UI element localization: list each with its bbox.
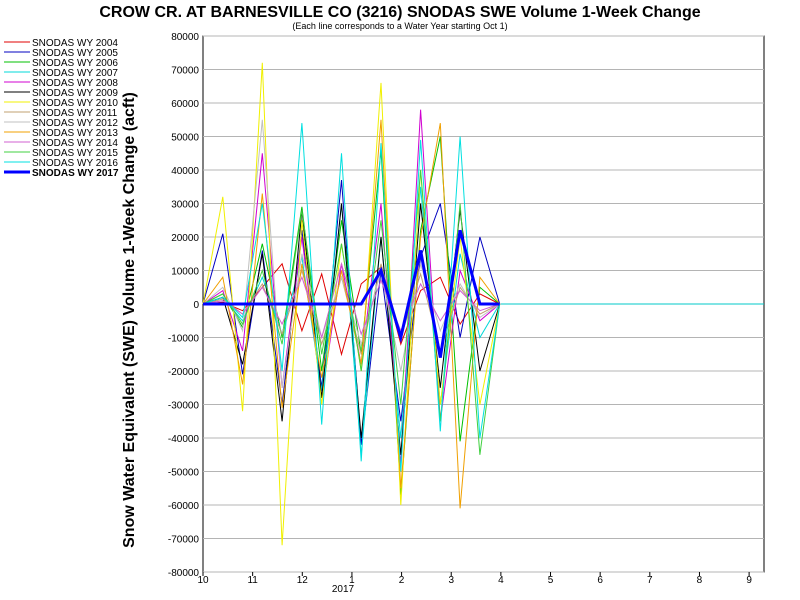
legend-label: SNODAS WY 2008 [32,78,118,89]
legend-label: SNODAS WY 2010 [32,98,118,109]
x-tick-label: 4 [498,575,504,586]
legend-label: SNODAS WY 2006 [32,58,118,69]
y-tick-label: -30000 [168,401,200,412]
x-tick-label: 6 [597,575,603,586]
legend-label: SNODAS WY 2015 [32,148,118,159]
y-tick-label: 70000 [171,66,199,77]
y-tick-label: -80000 [168,568,200,579]
x-tick-label: 10 [197,575,209,586]
x-tick-label: 1 [349,575,355,586]
y-tick-label: 30000 [171,200,199,211]
legend-label: SNODAS WY 2011 [32,108,118,119]
legend-label: SNODAS WY 2007 [32,68,118,79]
series-line [202,123,501,472]
y-axis-label: Snow Water Equivalent (SWE) Volume 1-Wee… [121,92,138,548]
y-tick-label: -20000 [168,367,200,378]
y-tick-label: -60000 [168,501,200,512]
x-ticks: 10 11 12 1 2 3 4 5 6 7 8 9 [197,572,752,586]
x-tick-label: 5 [548,575,554,586]
y-tick-label: 10000 [171,267,199,278]
y-tick-label: 60000 [171,99,199,110]
legend-label: SNODAS WY 2012 [32,118,118,129]
x-tick-label: 3 [448,575,454,586]
legend-label: SNODAS WY 2016 [32,158,118,169]
legend-label: SNODAS WY 2005 [32,48,118,59]
series-line [202,261,500,340]
legend-label: SNODAS WY 2014 [32,138,118,149]
y-tick-label: 0 [193,300,199,311]
x-tick-label: 7 [647,575,653,586]
series-layer [202,62,764,546]
legend-label: SNODAS WY 2013 [32,128,118,139]
x-year-label: 2017 [332,584,355,595]
y-tick-label: -10000 [168,334,200,345]
y-tick-label: -40000 [168,434,200,445]
legend-label: SNODAS WY 2009 [32,88,118,99]
y-tick-label: 50000 [171,133,199,144]
legend-label: SNODAS WY 2004 [32,38,118,49]
y-tick-label: 20000 [171,233,199,244]
legend-label: SNODAS WY 2017 [32,168,119,179]
y-tick-label: 40000 [171,166,199,177]
x-tick-label: 12 [297,575,309,586]
x-tick-label: 9 [746,575,752,586]
y-ticks: 80000 70000 60000 50000 40000 30000 20000 10000… [168,32,200,579]
y-tick-label: 80000 [171,32,199,43]
chart-title: CROW CR. AT BARNESVILLE CO (3216) SNODAS… [99,4,700,21]
series-line [203,229,500,358]
y-tick-label: -50000 [168,468,200,479]
y-tick-label: -70000 [168,535,200,546]
x-tick-label: 11 [247,575,258,586]
x-tick-label: 8 [697,575,703,586]
chart-subtitle: (Each line corresponds to a Water Year s… [292,21,507,31]
x-tick-label: 2 [399,575,405,586]
